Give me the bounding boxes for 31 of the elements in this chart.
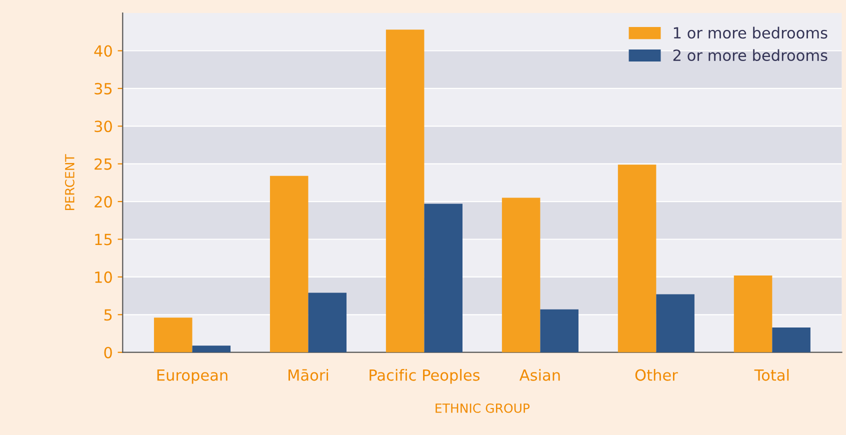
y-axis-title: PERCENT (64, 154, 74, 210)
y-tick-label: 20 (94, 196, 112, 208)
bar (270, 176, 308, 352)
legend-label: 1 or more bedrooms (674, 26, 828, 39)
y-tick-label: 25 (94, 158, 112, 170)
bar (308, 292, 347, 352)
bar (192, 346, 231, 352)
bar (618, 164, 656, 352)
y-tick-label: 15 (95, 234, 112, 246)
bar (154, 318, 192, 352)
bar (734, 275, 772, 352)
bar (772, 327, 810, 352)
x-tick-label: Māori (288, 369, 328, 381)
y-tick-label: 30 (94, 120, 112, 132)
y-tick-label: 0 (104, 346, 112, 358)
y-tick-label: 10 (95, 271, 112, 283)
bar (656, 294, 694, 352)
bar (424, 204, 463, 352)
x-tick-label: Pacific Peoples (370, 369, 480, 384)
bar (502, 198, 540, 352)
bar (386, 30, 424, 352)
y-tick-label: 35 (94, 82, 112, 94)
x-tick-label: Total (754, 369, 789, 381)
x-axis-title: ETHNIC GROUP (436, 403, 530, 413)
y-tick-label: 40 (94, 45, 112, 57)
x-tick-label: Asian (519, 369, 560, 381)
x-tick-label: Other (635, 369, 678, 381)
x-tick-label: European (157, 369, 228, 384)
legend-label: 2 or more bedrooms (673, 49, 828, 62)
bar (540, 309, 578, 352)
y-tick-label: 5 (104, 309, 112, 321)
